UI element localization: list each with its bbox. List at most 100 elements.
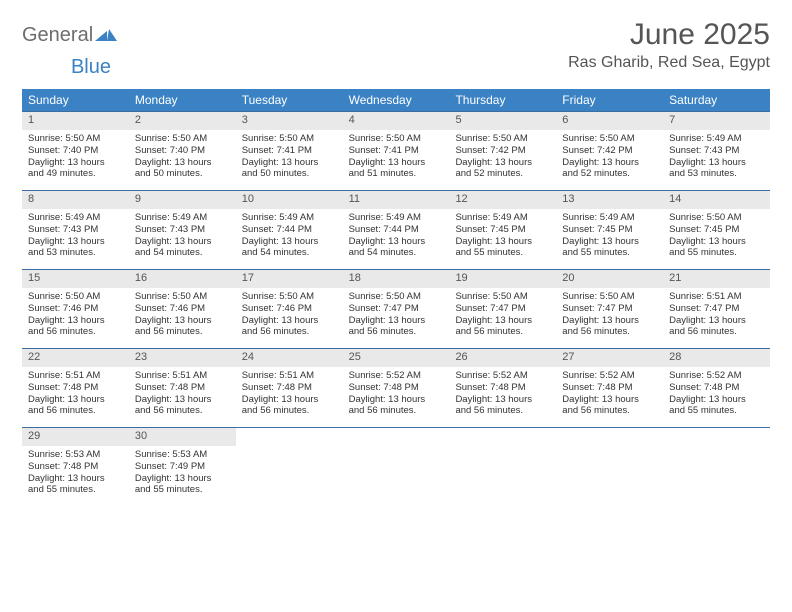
brand-logo: General <box>22 24 117 47</box>
day-number: 5 <box>449 112 556 130</box>
calendar-week: 22Sunrise: 5:51 AMSunset: 7:48 PMDayligh… <box>22 348 770 427</box>
day-details: Sunrise: 5:49 AMSunset: 7:44 PMDaylight:… <box>236 209 343 265</box>
day-number: 10 <box>236 191 343 209</box>
sunrise-text: Sunrise: 5:50 AM <box>349 133 444 145</box>
sunset-text: Sunset: 7:40 PM <box>28 145 123 157</box>
calendar-cell: 24Sunrise: 5:51 AMSunset: 7:48 PMDayligh… <box>236 349 343 427</box>
daylight-text-2: and 55 minutes. <box>669 247 764 259</box>
daylight-text-2: and 52 minutes. <box>562 168 657 180</box>
day-details: Sunrise: 5:50 AMSunset: 7:46 PMDaylight:… <box>236 288 343 344</box>
sunrise-text: Sunrise: 5:50 AM <box>562 291 657 303</box>
daylight-text-2: and 50 minutes. <box>242 168 337 180</box>
daylight-text-1: Daylight: 13 hours <box>135 473 230 485</box>
day-number: 28 <box>663 349 770 367</box>
daylight-text-2: and 56 minutes. <box>242 405 337 417</box>
day-details: Sunrise: 5:50 AMSunset: 7:47 PMDaylight:… <box>449 288 556 344</box>
day-number: 14 <box>663 191 770 209</box>
day-details: Sunrise: 5:51 AMSunset: 7:48 PMDaylight:… <box>22 367 129 423</box>
calendar-cell: 6Sunrise: 5:50 AMSunset: 7:42 PMDaylight… <box>556 112 663 190</box>
daylight-text-1: Daylight: 13 hours <box>455 315 550 327</box>
daylight-text-1: Daylight: 13 hours <box>135 315 230 327</box>
day-details: Sunrise: 5:51 AMSunset: 7:48 PMDaylight:… <box>129 367 236 423</box>
sunset-text: Sunset: 7:48 PM <box>28 382 123 394</box>
day-details: Sunrise: 5:50 AMSunset: 7:47 PMDaylight:… <box>556 288 663 344</box>
day-details: Sunrise: 5:51 AMSunset: 7:47 PMDaylight:… <box>663 288 770 344</box>
daylight-text-2: and 56 minutes. <box>135 326 230 338</box>
daylight-text-2: and 55 minutes. <box>135 484 230 496</box>
calendar-cell: 7Sunrise: 5:49 AMSunset: 7:43 PMDaylight… <box>663 112 770 190</box>
day-number: 30 <box>129 428 236 446</box>
calendar-cell: 25Sunrise: 5:52 AMSunset: 7:48 PMDayligh… <box>343 349 450 427</box>
calendar-cell: 20Sunrise: 5:50 AMSunset: 7:47 PMDayligh… <box>556 270 663 348</box>
calendar-cell <box>449 428 556 506</box>
day-details: Sunrise: 5:53 AMSunset: 7:49 PMDaylight:… <box>129 446 236 502</box>
daylight-text-1: Daylight: 13 hours <box>28 236 123 248</box>
daylight-text-2: and 54 minutes. <box>349 247 444 259</box>
sunrise-text: Sunrise: 5:50 AM <box>135 291 230 303</box>
sunset-text: Sunset: 7:44 PM <box>242 224 337 236</box>
dow-header: Sunday <box>22 89 129 111</box>
day-number: 6 <box>556 112 663 130</box>
day-number: 18 <box>343 270 450 288</box>
calendar-cell: 15Sunrise: 5:50 AMSunset: 7:46 PMDayligh… <box>22 270 129 348</box>
daylight-text-2: and 56 minutes. <box>455 405 550 417</box>
sunrise-text: Sunrise: 5:50 AM <box>669 212 764 224</box>
day-details: Sunrise: 5:52 AMSunset: 7:48 PMDaylight:… <box>663 367 770 423</box>
dow-header: Saturday <box>663 89 770 111</box>
daylight-text-2: and 56 minutes. <box>349 405 444 417</box>
calendar-cell: 5Sunrise: 5:50 AMSunset: 7:42 PMDaylight… <box>449 112 556 190</box>
day-number: 23 <box>129 349 236 367</box>
day-number: 3 <box>236 112 343 130</box>
day-number: 9 <box>129 191 236 209</box>
day-details: Sunrise: 5:49 AMSunset: 7:45 PMDaylight:… <box>449 209 556 265</box>
day-number: 16 <box>129 270 236 288</box>
day-details: Sunrise: 5:50 AMSunset: 7:46 PMDaylight:… <box>129 288 236 344</box>
daylight-text-2: and 56 minutes. <box>349 326 444 338</box>
day-number: 25 <box>343 349 450 367</box>
day-number: 29 <box>22 428 129 446</box>
brand-text-1: General <box>22 24 93 47</box>
sunset-text: Sunset: 7:45 PM <box>669 224 764 236</box>
dow-header-row: SundayMondayTuesdayWednesdayThursdayFrid… <box>22 89 770 111</box>
daylight-text-1: Daylight: 13 hours <box>28 157 123 169</box>
daylight-text-2: and 53 minutes. <box>669 168 764 180</box>
day-details: Sunrise: 5:49 AMSunset: 7:43 PMDaylight:… <box>22 209 129 265</box>
day-details: Sunrise: 5:50 AMSunset: 7:47 PMDaylight:… <box>343 288 450 344</box>
sunrise-text: Sunrise: 5:49 AM <box>455 212 550 224</box>
daylight-text-2: and 53 minutes. <box>28 247 123 259</box>
sunset-text: Sunset: 7:48 PM <box>669 382 764 394</box>
daylight-text-1: Daylight: 13 hours <box>669 157 764 169</box>
day-details: Sunrise: 5:50 AMSunset: 7:42 PMDaylight:… <box>556 130 663 186</box>
daylight-text-1: Daylight: 13 hours <box>28 315 123 327</box>
calendar-cell: 4Sunrise: 5:50 AMSunset: 7:41 PMDaylight… <box>343 112 450 190</box>
daylight-text-1: Daylight: 13 hours <box>242 236 337 248</box>
day-number: 27 <box>556 349 663 367</box>
sunrise-text: Sunrise: 5:52 AM <box>562 370 657 382</box>
sunrise-text: Sunrise: 5:50 AM <box>242 291 337 303</box>
sunrise-text: Sunrise: 5:50 AM <box>135 133 230 145</box>
daylight-text-2: and 55 minutes. <box>669 405 764 417</box>
location-text: Ras Gharib, Red Sea, Egypt <box>568 54 770 72</box>
day-details: Sunrise: 5:50 AMSunset: 7:40 PMDaylight:… <box>129 130 236 186</box>
day-details: Sunrise: 5:49 AMSunset: 7:43 PMDaylight:… <box>129 209 236 265</box>
calendar-cell: 16Sunrise: 5:50 AMSunset: 7:46 PMDayligh… <box>129 270 236 348</box>
daylight-text-2: and 55 minutes. <box>455 247 550 259</box>
sunrise-text: Sunrise: 5:49 AM <box>242 212 337 224</box>
day-number: 7 <box>663 112 770 130</box>
calendar-cell: 2Sunrise: 5:50 AMSunset: 7:40 PMDaylight… <box>129 112 236 190</box>
day-number: 26 <box>449 349 556 367</box>
daylight-text-1: Daylight: 13 hours <box>669 236 764 248</box>
daylight-text-1: Daylight: 13 hours <box>562 394 657 406</box>
day-details: Sunrise: 5:52 AMSunset: 7:48 PMDaylight:… <box>449 367 556 423</box>
day-details: Sunrise: 5:53 AMSunset: 7:48 PMDaylight:… <box>22 446 129 502</box>
day-details: Sunrise: 5:50 AMSunset: 7:41 PMDaylight:… <box>343 130 450 186</box>
dow-header: Monday <box>129 89 236 111</box>
daylight-text-1: Daylight: 13 hours <box>455 157 550 169</box>
day-number: 20 <box>556 270 663 288</box>
day-details: Sunrise: 5:49 AMSunset: 7:43 PMDaylight:… <box>663 130 770 186</box>
daylight-text-1: Daylight: 13 hours <box>562 236 657 248</box>
sunset-text: Sunset: 7:47 PM <box>455 303 550 315</box>
calendar-cell: 28Sunrise: 5:52 AMSunset: 7:48 PMDayligh… <box>663 349 770 427</box>
sunrise-text: Sunrise: 5:51 AM <box>135 370 230 382</box>
calendar-cell: 12Sunrise: 5:49 AMSunset: 7:45 PMDayligh… <box>449 191 556 269</box>
